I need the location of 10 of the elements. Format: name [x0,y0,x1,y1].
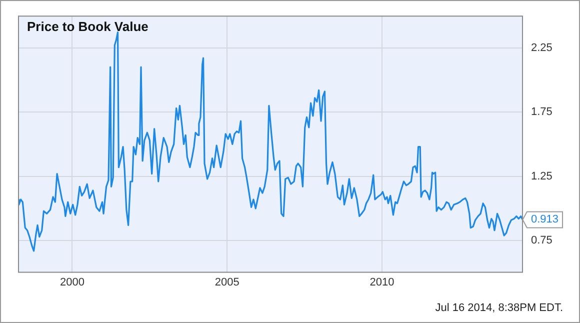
y-tick-label: 2.25 [531,42,552,54]
x-tick-label: 2000 [60,276,84,288]
x-tick-label: 2010 [370,276,394,288]
x-tick-label: 2005 [214,276,240,288]
text: Jul 16 2014, 8:38PM EDT. [435,302,563,314]
annotation: 0.913 [531,214,559,226]
y-tick-label: 1.75 [531,106,552,118]
chart-title: Price to Book Value [27,19,148,34]
y-tick-label: 1.25 [531,170,552,182]
y-tick-label: 0.75 [531,234,552,247]
